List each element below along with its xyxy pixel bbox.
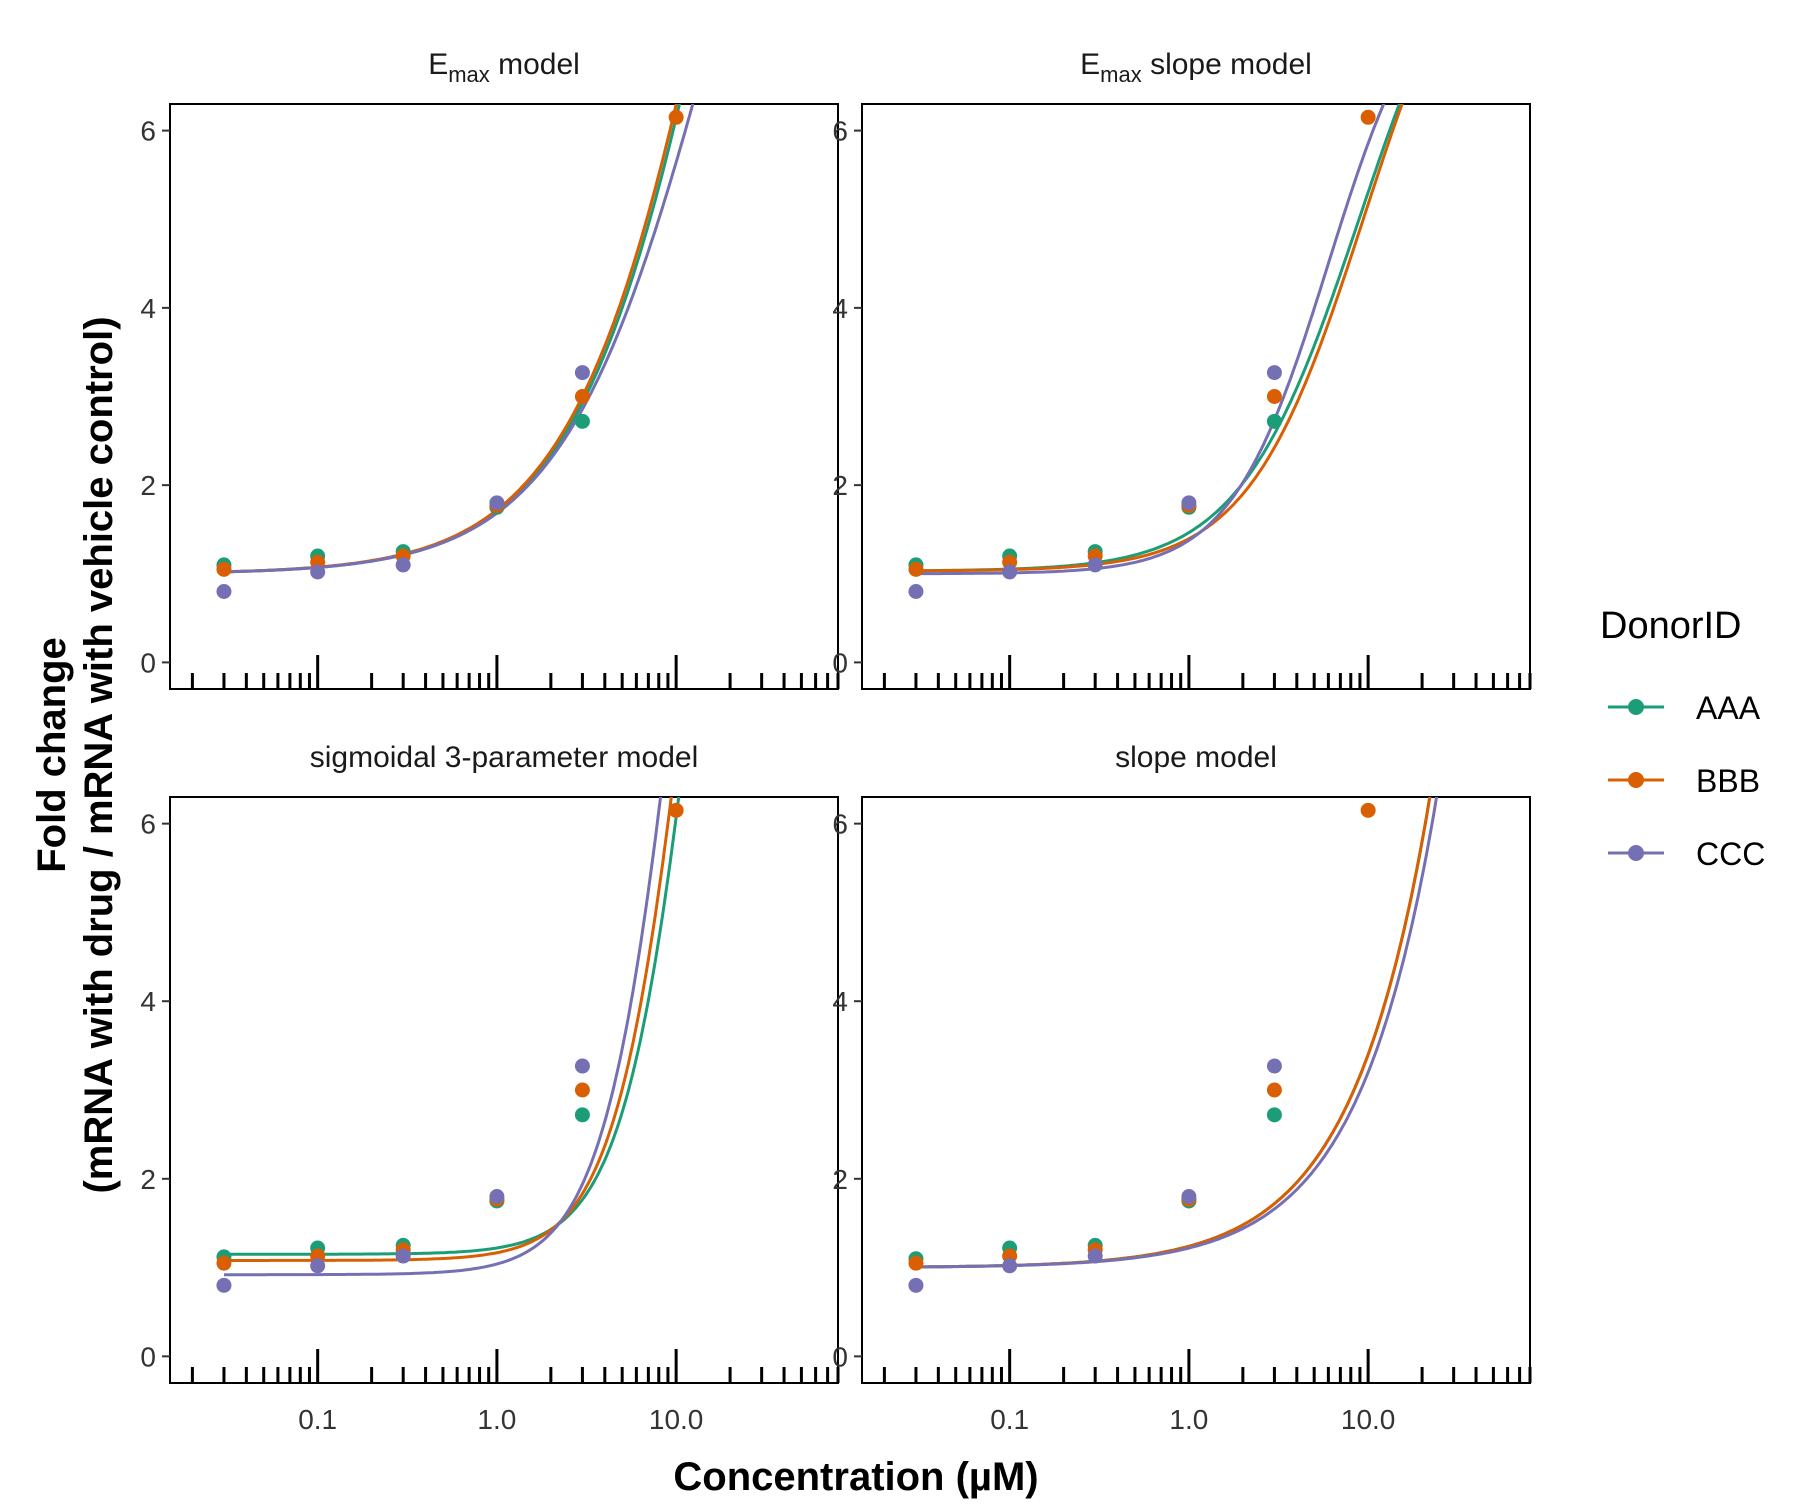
data-point-CCC [574, 365, 590, 381]
panel-border [861, 103, 1531, 690]
data-point-CCC [216, 584, 232, 599]
data-point-CCC [1002, 1258, 1018, 1274]
panel-2: Emax slope model 0 2 4 6 [832, 48, 1532, 690]
data-point-CCC [310, 1258, 326, 1274]
y-axis-title-line1: Fold change [30, 637, 74, 873]
plot-area [908, 104, 1404, 599]
y-tick-label: 4 [140, 293, 156, 324]
x-tick-label: 0.1 [990, 1404, 1029, 1435]
data-point-CCC [1087, 557, 1103, 573]
y-tick-label: 6 [140, 809, 156, 840]
data-point-CCC [908, 1277, 924, 1293]
y-tick-label: 2 [140, 470, 156, 501]
y-tick-label: 4 [832, 293, 848, 324]
data-point-BBB [1266, 1082, 1282, 1098]
data-point-BBB [1266, 389, 1282, 404]
panel-title: Emax model [428, 48, 580, 87]
data-point-CCC [1266, 365, 1282, 381]
y-tick-label: 6 [140, 116, 156, 147]
data-point-CCC [1266, 1058, 1282, 1074]
data-point-BBB [908, 561, 924, 577]
panel-title: slope model [1115, 741, 1277, 774]
y-tick-label: 6 [832, 809, 848, 840]
data-point-CCC [310, 564, 326, 580]
legend-title: DonorID [1600, 605, 1742, 647]
x-tick-label: 1.0 [1169, 1404, 1208, 1435]
y-tick-label: 4 [832, 986, 848, 1017]
y-tick-label: 2 [140, 1164, 156, 1195]
y-tick-label: 0 [140, 647, 156, 678]
data-point-BBB [574, 1082, 590, 1098]
data-point-BBB [216, 561, 232, 577]
data-point-CCC [489, 1189, 505, 1205]
legend-key-dot [1628, 699, 1644, 715]
panel-border [169, 796, 839, 1384]
data-point-BBB [1360, 109, 1376, 125]
y-tick-label: 2 [832, 470, 848, 501]
data-point-AAA [574, 1107, 590, 1123]
y-axis-title-line2: (mRNA with drug / mRNA with vehicle cont… [77, 316, 121, 1193]
data-point-BBB [668, 802, 684, 818]
x-axis-title: Concentration (µM) [673, 1455, 1038, 1499]
panel-title: Emax slope model [1080, 48, 1312, 87]
data-point-CCC [574, 1058, 590, 1074]
data-point-BBB [908, 1255, 924, 1271]
x-tick-label: 10.0 [649, 1404, 704, 1435]
data-point-CCC [489, 495, 505, 511]
data-point-CCC [1002, 564, 1018, 580]
y-tick-label: 6 [832, 116, 848, 147]
data-point-CCC [395, 1248, 411, 1264]
x-tick-label: 0.1 [298, 1404, 337, 1435]
data-point-CCC [1087, 1248, 1103, 1264]
plot-area [216, 797, 684, 1293]
plot-area [908, 797, 1439, 1293]
data-point-AAA [1266, 413, 1282, 429]
legend-label-CCC: CCC [1696, 836, 1765, 872]
y-tick-label: 0 [832, 647, 848, 678]
fit-line-CCC [224, 797, 663, 1277]
legend-label-BBB: BBB [1696, 763, 1760, 799]
data-point-CCC [216, 1277, 232, 1293]
y-tick-label: 0 [140, 1341, 156, 1372]
x-tick-label: 1.0 [477, 1404, 516, 1435]
panel-border [169, 103, 839, 690]
plot-area [216, 104, 695, 599]
legend-key-dot [1628, 772, 1644, 788]
panel-3: sigmoidal 3-parameter model 0 2 4 6 0.1 1.0 10.… [140, 741, 840, 1435]
legend-label-AAA: AAA [1696, 690, 1761, 726]
panel-1: Emax model 0 2 4 6 [140, 48, 840, 690]
panel-border [861, 796, 1531, 1384]
x-tick-label: 10.0 [1341, 1404, 1396, 1435]
data-point-BBB [1360, 802, 1376, 818]
data-point-CCC [908, 584, 924, 599]
legend: DonorID AAA BBB CCC [1600, 605, 1765, 872]
panel-4: slope model 0 2 4 6 0.1 1.0 10.0 [832, 741, 1532, 1435]
data-point-CCC [1181, 1189, 1197, 1205]
y-axis-title: Fold change (mRNA with drug / mRNA with … [30, 316, 121, 1193]
y-tick-label: 2 [832, 1164, 848, 1195]
data-point-AAA [1266, 1107, 1282, 1123]
data-point-BBB [216, 1255, 232, 1271]
y-tick-label: 0 [832, 1341, 848, 1372]
data-point-BBB [668, 109, 684, 125]
data-point-CCC [395, 557, 411, 573]
legend-key-dot [1628, 845, 1644, 861]
data-point-BBB [574, 389, 590, 404]
panel-title: sigmoidal 3-parameter model [310, 741, 699, 774]
data-point-CCC [1181, 495, 1197, 511]
y-tick-label: 4 [140, 986, 156, 1017]
data-point-AAA [574, 413, 590, 429]
